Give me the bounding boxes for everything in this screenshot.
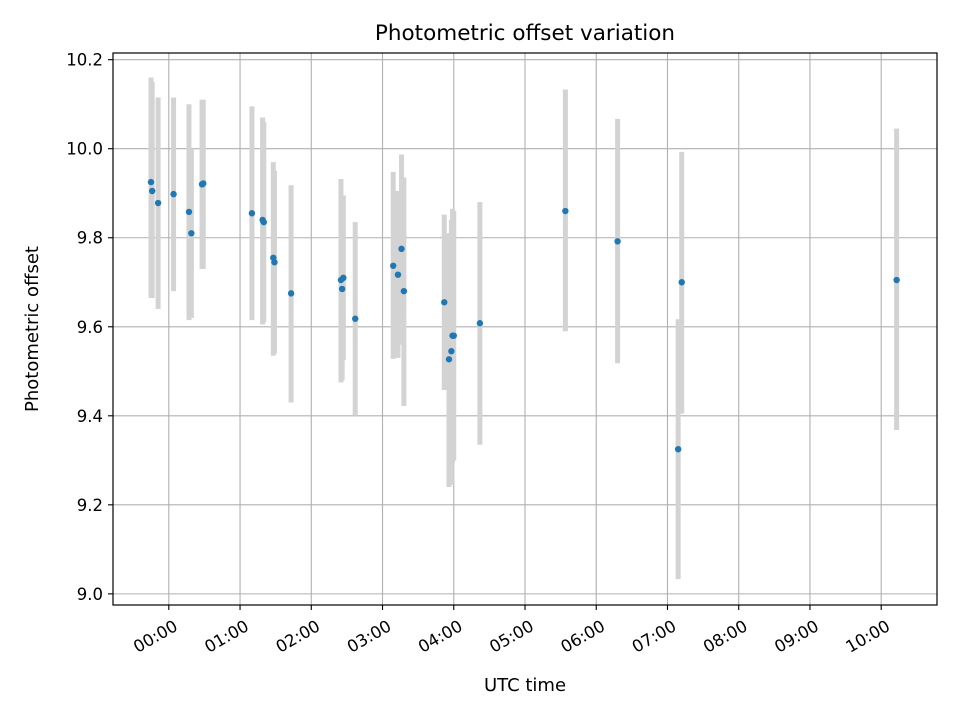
x-tick-label: 02:00 [273,616,324,656]
data-point [445,356,453,363]
data-point [893,276,900,284]
data-point [678,279,685,286]
data-point [248,210,256,217]
x-tick-label: 00:00 [130,616,181,656]
x-axis-label: UTC time [484,675,566,696]
data-markers [147,178,900,453]
data-point [185,208,193,216]
data-point [394,271,402,278]
data-point [398,245,405,253]
data-point [200,180,207,187]
y-tick-label: 10.2 [66,51,103,70]
data-point [390,262,397,269]
data-point [147,178,155,186]
y-tick-label: 9.4 [77,407,103,426]
data-point [562,207,569,215]
data-point [450,332,457,339]
data-point [340,274,347,282]
grid [113,53,937,605]
x-tick-label: 01:00 [201,616,252,656]
data-point [674,445,682,453]
data-point [170,190,177,198]
data-point [188,230,195,237]
x-tick-label: 10:00 [843,616,894,656]
x-tick-label: 07:00 [629,616,680,656]
data-point [260,218,267,226]
x-tick-label: 03:00 [344,616,395,656]
data-point [338,285,346,293]
data-point [271,259,278,266]
data-point [148,187,156,195]
x-tick-label: 09:00 [771,616,822,656]
x-tick-label: 05:00 [486,616,537,656]
error-bars [148,77,900,580]
x-axis: 00:00 01:00 02:00 03:00 04:00 05:00 06:00 07:00… [130,605,893,657]
y-tick-label: 9.8 [77,229,103,248]
y-axis: 9.0 9.2 9.4 9.6 9.8 10.0 10.2 [66,51,113,604]
data-point [352,315,359,322]
chart-title: Photometric offset variation [375,21,675,46]
data-point [154,199,162,207]
x-tick-label: 04:00 [415,616,466,656]
x-tick-label: 08:00 [700,616,751,656]
data-point [476,320,484,327]
y-tick-label: 9.0 [77,585,103,604]
y-tick-label: 9.6 [77,318,103,337]
y-tick-label: 10.0 [66,140,103,159]
y-axis-label: Photometric offset [22,246,43,412]
x-tick-label: 06:00 [558,616,609,656]
data-point [441,299,448,306]
data-point [400,287,408,295]
data-point [614,238,621,245]
data-point [287,290,295,297]
data-point [448,348,455,355]
y-tick-label: 9.2 [77,496,103,515]
